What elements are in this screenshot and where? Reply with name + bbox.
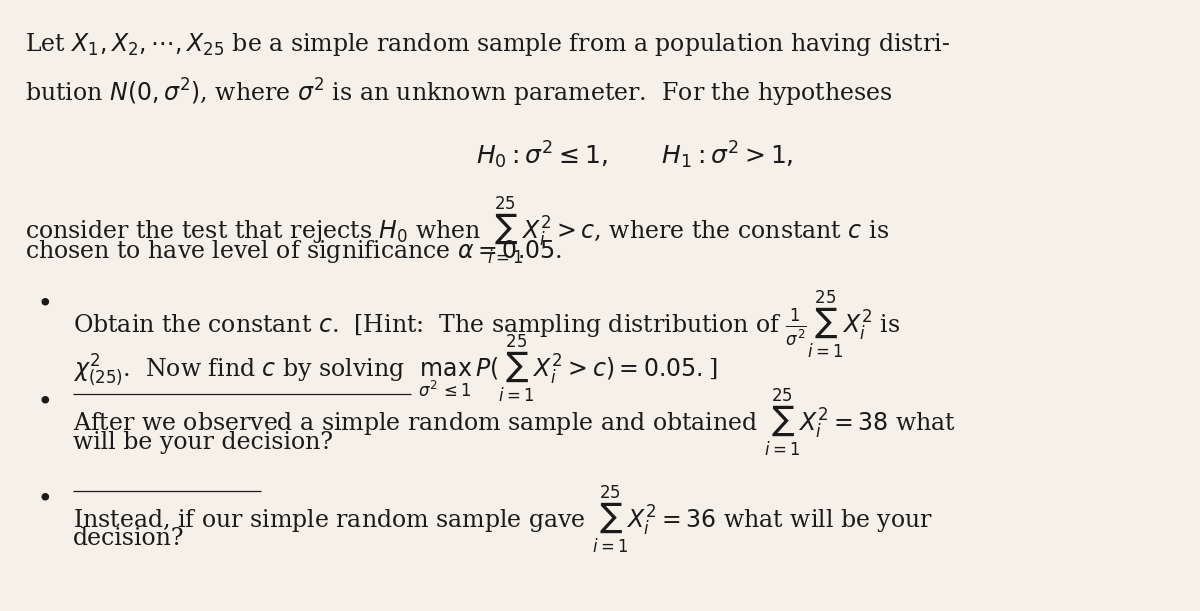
Text: bution $N(0, \sigma^2)$, where $\sigma^2$ is an unknown parameter.  For the hypo: bution $N(0, \sigma^2)$, where $\sigma^2… (25, 76, 893, 109)
Text: $\bullet$: $\bullet$ (36, 288, 50, 313)
Text: Obtain the constant $c$.  [Hint:  The sampling distribution of $\frac{1}{\sigma^: Obtain the constant $c$. [Hint: The samp… (72, 288, 900, 360)
Text: will be your decision?: will be your decision? (72, 431, 332, 454)
Text: Instead, if our simple random sample gave $\sum_{i=1}^{25} X_i^2 = 36$ what will: Instead, if our simple random sample gav… (72, 483, 932, 555)
Text: chosen to have level of significance $\alpha = 0.05$.: chosen to have level of significance $\a… (25, 238, 563, 265)
Text: Let $X_1, X_2, \cdots, X_{25}$ be a simple random sample from a population havin: Let $X_1, X_2, \cdots, X_{25}$ be a simp… (25, 31, 950, 58)
Text: decision?: decision? (72, 527, 184, 551)
Text: $H_0 : \sigma^2 \leq 1, \qquad H_1 : \sigma^2 > 1,$: $H_0 : \sigma^2 \leq 1, \qquad H_1 : \si… (476, 140, 793, 171)
Text: After we observed a simple random sample and obtained $\sum_{i=1}^{25} X_i^2 = 3: After we observed a simple random sample… (72, 387, 956, 458)
Text: $\bullet$: $\bullet$ (36, 387, 50, 412)
Text: consider the test that rejects $H_0$ when $\sum_{i=1}^{25} X_i^2 > c$, where the: consider the test that rejects $H_0$ whe… (25, 194, 889, 266)
Text: $\bullet$: $\bullet$ (36, 483, 50, 508)
Text: $\chi^2_{(25)}$.  Now find $c$ by solving  $\max_{\sigma^2 \leq 1}\, P(\sum_{i=1: $\chi^2_{(25)}$. Now find $c$ by solving… (72, 332, 716, 404)
